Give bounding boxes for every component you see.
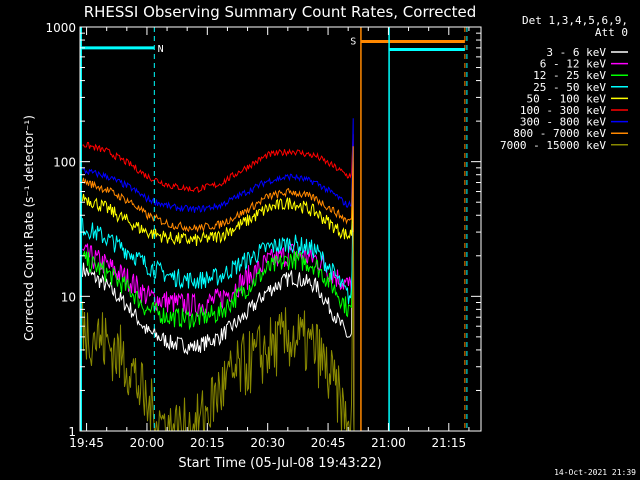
y-tick-label: 1 xyxy=(68,425,76,439)
legend-label: 7000 - 15000 keV xyxy=(500,139,606,152)
annotation-label: N xyxy=(158,44,164,55)
legend-label: 300 - 800 keV xyxy=(520,116,606,129)
series-line xyxy=(82,232,355,432)
series-line xyxy=(82,218,355,432)
series-line xyxy=(82,161,355,432)
plot-frame xyxy=(79,26,482,432)
x-tick-label: 21:15 xyxy=(432,436,467,450)
series-line xyxy=(82,193,355,432)
legend-label: 800 - 7000 keV xyxy=(513,127,606,140)
y-axis-label: Corrected Count Rate (s⁻¹ detector⁻¹) xyxy=(22,115,36,341)
axes: 1 10 100 1000 19:45 20:00 20:15 20:30 20:45 21:00… xyxy=(45,21,482,450)
series-line xyxy=(82,118,355,432)
legend-label: 12 - 25 keV xyxy=(533,69,606,82)
series-line xyxy=(82,242,355,432)
y-tick-label: 1000 xyxy=(45,21,76,35)
x-axis-label: Start Time (05-Jul-08 19:43:22) xyxy=(178,456,381,471)
legend-label: 100 - 300 keV xyxy=(520,104,606,117)
x-tick-label: 19:45 xyxy=(69,436,104,450)
legend-label: 6 - 12 keV xyxy=(540,58,607,71)
legend-label: 25 - 50 keV xyxy=(533,81,606,94)
series-line xyxy=(82,134,355,432)
series-line xyxy=(82,245,355,432)
y-tick-label: 100 xyxy=(53,156,76,170)
x-tick-label: 21:00 xyxy=(371,436,406,450)
x-tick-label: 20:30 xyxy=(250,436,285,450)
x-tick-label: 20:00 xyxy=(130,436,165,450)
x-tick-label: 20:45 xyxy=(311,436,346,450)
legend-label: 3 - 6 keV xyxy=(546,46,606,59)
timestamp-label: 14-Oct-2021 21:39 xyxy=(554,468,636,477)
y-tick-label: 10 xyxy=(61,290,76,304)
plot-area: NS xyxy=(80,27,468,432)
x-tick-label: 20:15 xyxy=(190,436,225,450)
series-line xyxy=(82,146,355,432)
legend-header-line1: Det 1,3,4,5,6,9, xyxy=(522,14,628,27)
chart-title: RHESSI Observing Summary Count Rates, Co… xyxy=(84,3,477,21)
legend-header-line2: Att 0 xyxy=(595,26,628,39)
legend-label: 50 - 100 keV xyxy=(527,92,607,105)
annotation-label: S xyxy=(350,37,356,48)
